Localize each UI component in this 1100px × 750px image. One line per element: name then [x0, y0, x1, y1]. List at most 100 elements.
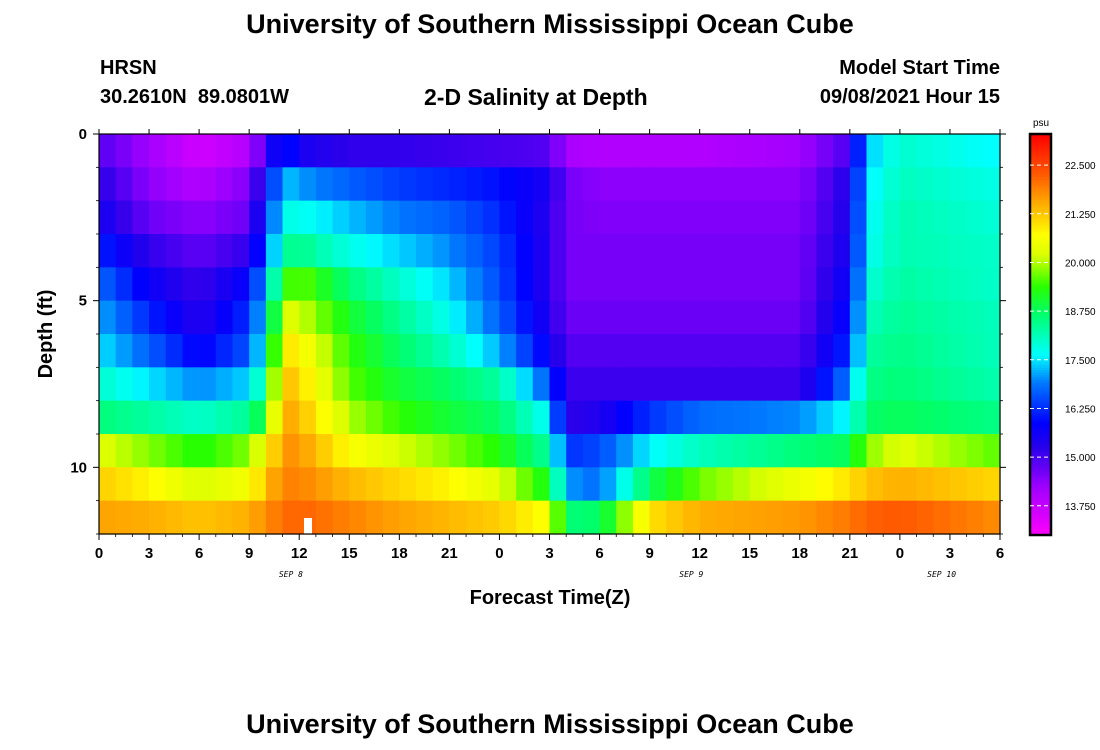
colorbar-segment [1030, 469, 1051, 473]
heatmap-cell [449, 134, 467, 168]
colorbar-tick-label: 21.250 [1065, 210, 1096, 221]
colorbar-segment [1030, 397, 1051, 401]
heatmap-cell [416, 134, 434, 168]
heatmap-cell [682, 434, 701, 468]
colorbar-segment [1030, 296, 1051, 301]
heatmap-cell [449, 267, 467, 302]
heatmap-cell [449, 300, 467, 335]
heatmap-cell [399, 234, 417, 268]
colorbar-segment [1030, 144, 1051, 148]
heatmap-cell [916, 467, 934, 502]
heatmap-cell [215, 200, 234, 235]
heatmap-cell [649, 267, 667, 302]
heatmap-cell [833, 467, 851, 502]
heatmap-cell [933, 500, 951, 535]
heatmap-cell [783, 267, 801, 302]
colorbar-segment [1030, 494, 1051, 499]
heatmap-cell [382, 167, 400, 202]
colorbar-segment [1030, 324, 1051, 328]
heatmap-cell [482, 334, 501, 368]
heatmap-cell [282, 434, 300, 468]
heatmap-cell [632, 234, 651, 268]
heatmap-cell [349, 267, 367, 302]
colorbar-segment [1030, 161, 1051, 165]
heatmap-cell [866, 134, 884, 168]
heatmap-cell [382, 334, 400, 368]
heatmap-cell [482, 134, 501, 168]
colorbar-segment [1030, 489, 1051, 493]
heatmap-cell [516, 367, 534, 402]
heatmap-cell [482, 500, 501, 535]
heatmap-cell [349, 367, 367, 402]
heatmap-cell [749, 267, 768, 302]
colorbar-segment [1030, 264, 1051, 268]
heatmap-cell [349, 134, 367, 168]
heatmap-cell [549, 400, 567, 435]
heatmap-cell [182, 334, 200, 368]
colorbar-segment [1030, 254, 1051, 258]
colorbar-segment [1030, 329, 1051, 333]
heatmap-cell [232, 200, 250, 235]
heatmap-cell [249, 267, 267, 302]
heatmap-cell [733, 467, 751, 502]
heatmap-cell [733, 167, 751, 202]
heatmap-cell [766, 434, 784, 468]
colorbar-segment [1030, 304, 1051, 308]
heatmap-cell [899, 334, 918, 368]
x-tick-label: 21 [441, 545, 458, 562]
heatmap-cell [733, 400, 751, 435]
colorbar-segment [1030, 339, 1051, 343]
heatmap-cell [632, 134, 651, 168]
heatmap-cell [432, 367, 450, 402]
heatmap-cell [265, 367, 284, 402]
heatmap-cell [616, 434, 634, 468]
heatmap-cell [983, 300, 1001, 335]
heatmap-cell [916, 367, 934, 402]
colorbar-segment [1030, 249, 1051, 253]
colorbar-segment [1030, 427, 1051, 431]
heatmap-cell [532, 267, 551, 302]
heatmap-cell [749, 134, 768, 168]
heatmap-cell [733, 200, 751, 235]
heatmap-cell [466, 300, 484, 335]
heatmap-cell [566, 500, 584, 535]
heatmap-cell [699, 334, 717, 368]
heatmap-cell [499, 367, 517, 402]
heatmap-cell [849, 400, 868, 435]
heatmap-cell [916, 167, 934, 202]
heatmap-cell [416, 267, 434, 302]
heatmap-cell [766, 300, 784, 335]
colorbar-segment [1030, 409, 1051, 413]
heatmap-cell [499, 134, 517, 168]
date-label: SEP 8 [279, 570, 303, 579]
x-tick-label: 3 [545, 545, 553, 562]
heatmap-cell [516, 234, 534, 268]
heatmap-cell [332, 234, 350, 268]
colorbar-segment [1030, 467, 1051, 471]
colorbar-segment [1030, 422, 1051, 426]
heatmap-cell [416, 434, 434, 468]
colorbar-segment [1030, 159, 1051, 163]
heatmap-cell [199, 167, 217, 202]
colorbar-segment [1030, 146, 1051, 150]
heatmap-cell [416, 467, 434, 502]
colorbar-segment [1030, 347, 1051, 351]
colorbar-segment [1030, 201, 1051, 205]
heatmap-cell [382, 400, 400, 435]
heatmap-cell [549, 234, 567, 268]
heatmap-cell [799, 434, 818, 468]
heatmap-cell [115, 234, 133, 268]
heatmap-cell [849, 167, 868, 202]
heatmap-cell [365, 400, 384, 435]
chart-title: 2-D Salinity at Depth [424, 84, 648, 110]
heatmap-cell [332, 267, 350, 302]
heatmap-cell [733, 134, 751, 168]
colorbar-segment [1030, 289, 1051, 293]
heatmap-cell [682, 334, 701, 368]
heatmap-cell [265, 134, 284, 168]
heatmap-cell [416, 167, 434, 202]
y-axis-label: Depth (ft) [35, 290, 57, 379]
colorbar-segment [1030, 384, 1051, 388]
heatmap-cell [182, 467, 200, 502]
heatmap-cell [582, 334, 601, 368]
